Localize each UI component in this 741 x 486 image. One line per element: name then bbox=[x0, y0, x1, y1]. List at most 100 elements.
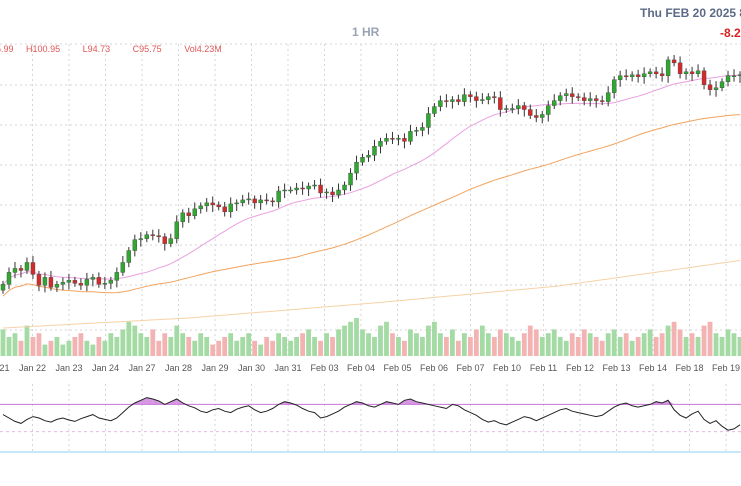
candle-body bbox=[162, 236, 167, 244]
volume-bar bbox=[683, 337, 689, 356]
volume-bar bbox=[90, 344, 96, 356]
chart-date: Thu FEB 20 2025 8 bbox=[640, 6, 741, 20]
candle-body bbox=[6, 272, 12, 285]
volume-bar bbox=[0, 329, 6, 356]
candle-body bbox=[36, 274, 42, 286]
x-tick-label: Feb 18 bbox=[675, 363, 703, 373]
volume-bar bbox=[342, 325, 347, 356]
candle-body bbox=[24, 262, 30, 271]
candle-body bbox=[611, 79, 617, 93]
candle-body bbox=[120, 262, 126, 273]
candle-body bbox=[348, 172, 353, 186]
candle-body bbox=[258, 199, 263, 204]
candle-body bbox=[629, 74, 635, 77]
volume-bar bbox=[228, 333, 234, 356]
volume-bar bbox=[282, 337, 288, 356]
volume-bar bbox=[144, 337, 150, 356]
volume-bar bbox=[216, 340, 222, 356]
volume-bar bbox=[222, 337, 228, 356]
volume-bar bbox=[677, 329, 683, 356]
candle-body bbox=[414, 130, 419, 132]
candle-body bbox=[42, 277, 48, 286]
candle-body bbox=[474, 96, 479, 101]
x-tick-label: Jan 28 bbox=[165, 363, 192, 373]
osc-overbought-fill bbox=[146, 397, 153, 405]
candle-body bbox=[462, 94, 467, 102]
x-tick-label: Jan 31 bbox=[274, 363, 301, 373]
volume-bar bbox=[318, 340, 323, 356]
volume-bar bbox=[432, 321, 437, 356]
candle-body bbox=[522, 105, 527, 110]
candlesticks bbox=[0, 54, 741, 294]
volume-bar bbox=[473, 329, 479, 356]
volume-bar bbox=[551, 329, 557, 356]
volume-bar bbox=[719, 337, 725, 356]
candle-body bbox=[408, 131, 413, 142]
volume-bar bbox=[120, 329, 126, 356]
volume-bar bbox=[300, 333, 305, 356]
volume-bar bbox=[30, 337, 36, 356]
candle-body bbox=[426, 113, 431, 128]
volume-bar bbox=[647, 329, 653, 356]
x-tick-label: Feb 11 bbox=[530, 363, 557, 373]
x-tick-label: Feb 12 bbox=[566, 363, 594, 373]
candle-body bbox=[174, 221, 179, 239]
candle-body bbox=[360, 157, 365, 163]
candle-body bbox=[576, 96, 581, 98]
x-tick-label: Feb 19 bbox=[712, 363, 740, 373]
volume-bar bbox=[210, 344, 216, 356]
candle-body bbox=[240, 199, 245, 204]
candle-body bbox=[665, 59, 671, 76]
volume-bar bbox=[701, 325, 707, 356]
candle-body bbox=[420, 127, 425, 131]
volume-bar bbox=[599, 340, 605, 356]
volume-readout: Vol4.23M bbox=[184, 44, 232, 54]
candle-body bbox=[456, 99, 461, 102]
candle-body bbox=[432, 106, 437, 114]
candle-body bbox=[378, 141, 383, 147]
volume-bar bbox=[6, 337, 12, 356]
volume-bar bbox=[467, 337, 473, 356]
candle-body bbox=[438, 100, 443, 107]
candle-body bbox=[402, 138, 407, 142]
interval-selector[interactable]: 1 HR bbox=[352, 25, 380, 39]
volume-bar bbox=[294, 337, 300, 356]
volume-bar bbox=[713, 333, 719, 356]
price-change: -8.2 bbox=[720, 26, 741, 40]
volume-bar bbox=[455, 340, 461, 356]
candle-body bbox=[701, 70, 707, 85]
candle-body bbox=[324, 191, 329, 194]
volume-bar bbox=[623, 333, 629, 356]
candle-body bbox=[198, 205, 203, 210]
candle-body bbox=[366, 155, 371, 158]
candle-body bbox=[0, 284, 6, 291]
volume-bar bbox=[360, 329, 365, 356]
vol-label: Vol bbox=[184, 44, 197, 54]
high-label: H bbox=[26, 44, 33, 54]
volume-bar bbox=[671, 321, 677, 356]
volume-bar bbox=[737, 337, 741, 356]
open-value: 5.99 bbox=[0, 44, 14, 54]
candle-body bbox=[336, 189, 341, 196]
volume-bar bbox=[731, 333, 737, 356]
volume-bar bbox=[378, 325, 383, 356]
volume-bar bbox=[36, 333, 42, 356]
volume-bar bbox=[198, 333, 204, 356]
candle-body bbox=[558, 95, 563, 101]
volume-bar bbox=[509, 337, 515, 356]
candle-body bbox=[270, 200, 275, 203]
high-value: 100.95 bbox=[32, 44, 61, 54]
candle-body bbox=[180, 212, 185, 222]
volume-bar bbox=[372, 337, 377, 356]
x-tick-label: Jan 29 bbox=[201, 363, 228, 373]
candle-body bbox=[588, 98, 593, 101]
volume-bar bbox=[306, 329, 311, 356]
candle-body bbox=[450, 99, 455, 102]
volume-bar bbox=[396, 337, 401, 356]
volume-bar bbox=[258, 344, 264, 356]
candle-body bbox=[354, 161, 359, 174]
candle-body bbox=[276, 190, 281, 203]
candle-body bbox=[396, 138, 401, 140]
candle-body bbox=[564, 93, 569, 96]
